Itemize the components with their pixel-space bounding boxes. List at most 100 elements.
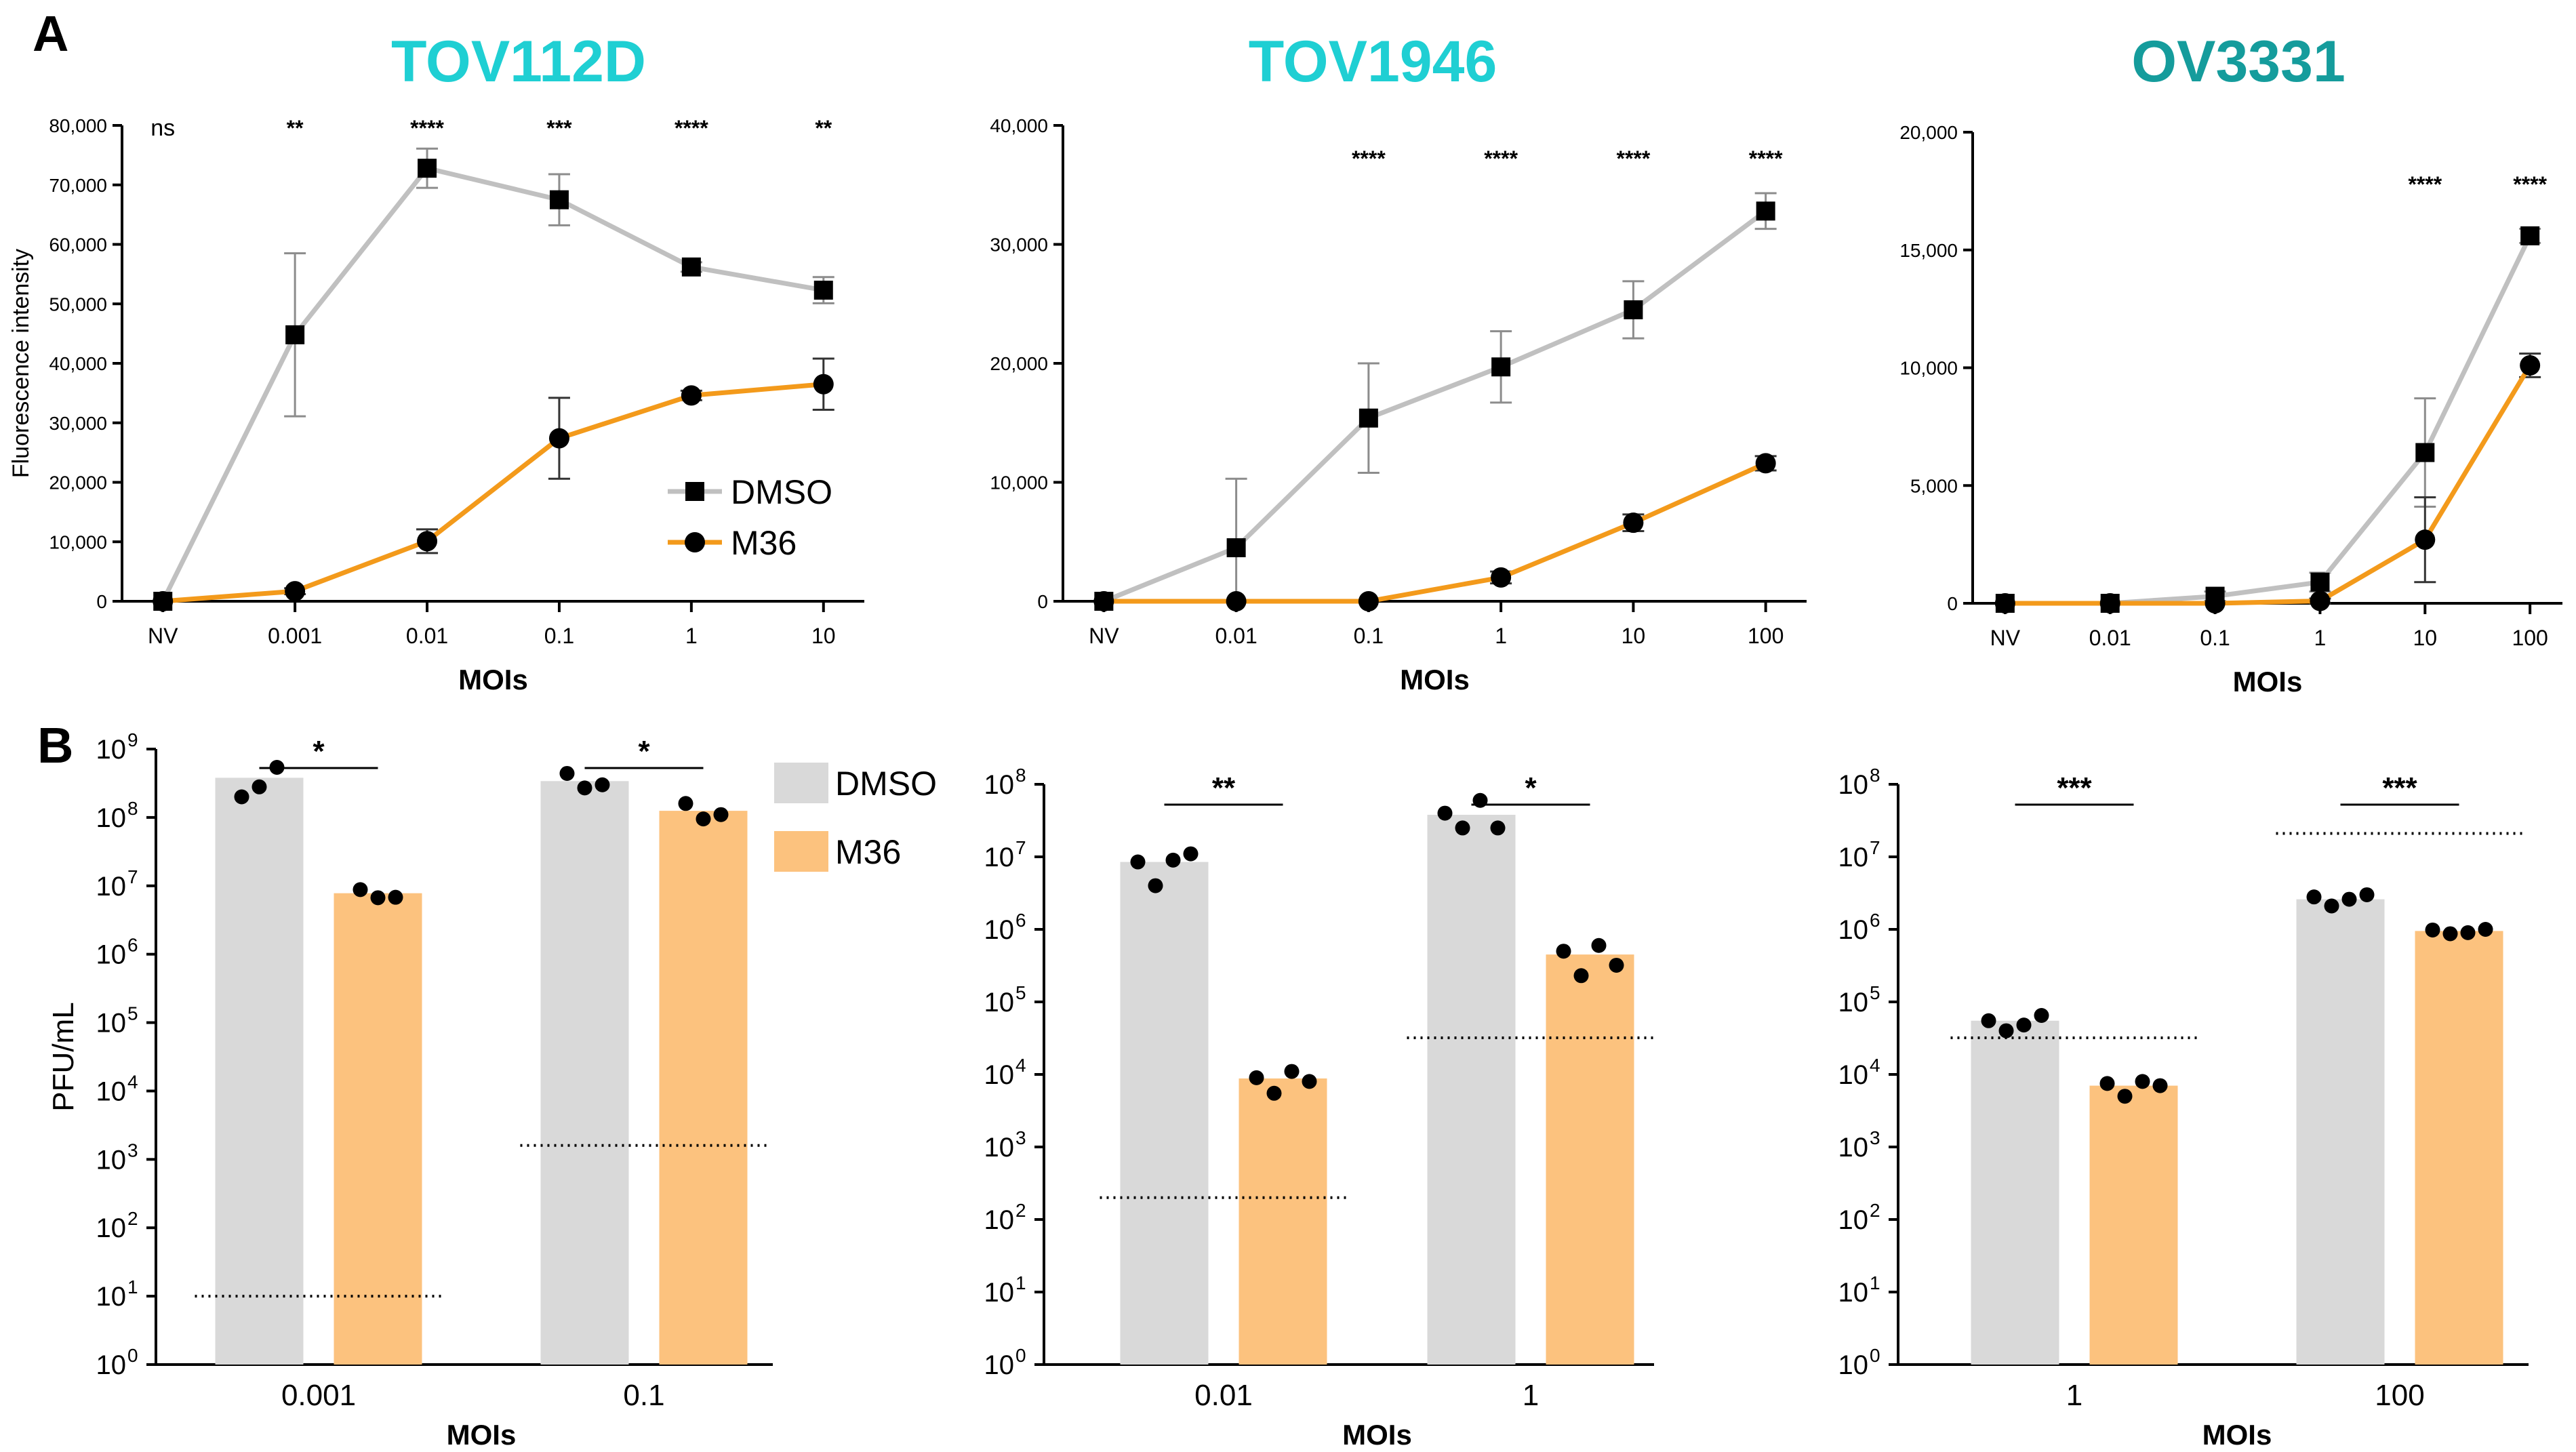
series-line-m36 [2005, 364, 2533, 606]
chart-title: TOV1946 [1249, 29, 1497, 94]
data-point-circle [417, 531, 438, 552]
bar-dmso [540, 781, 629, 1365]
significance-label: **** [1616, 146, 1650, 171]
data-point-circle [2520, 355, 2541, 376]
y-tick-exponent: 0 [1870, 1345, 1880, 1366]
y-tick-label: 10 [1838, 1205, 1869, 1235]
y-tick-exponent: 4 [1015, 1055, 1026, 1076]
data-point-circle [1358, 591, 1379, 611]
x-tick-label: 0.001 [268, 624, 322, 648]
replicate-point [559, 765, 575, 781]
x-tick-label: 10 [811, 624, 836, 648]
replicate-point [1249, 1070, 1264, 1085]
x-axis-title: MOIs [2202, 1419, 2272, 1449]
y-tick-label: 10 [96, 872, 127, 902]
legend-a-m36-label: M36 [731, 524, 797, 562]
replicate-point [577, 780, 592, 796]
y-tick-exponent: 4 [127, 1071, 138, 1092]
y-tick-exponent: 3 [1870, 1127, 1880, 1148]
y-tick-base: 10 [984, 1350, 1015, 1380]
legend-a-m36-marker [685, 532, 705, 552]
y-tick-base: 10 [1838, 843, 1869, 872]
data-point-circle [681, 385, 702, 406]
data-point-square [1756, 201, 1775, 221]
replicate-point [2425, 922, 2440, 937]
y-tick-label: 20,000 [49, 472, 107, 493]
significance-label: * [1525, 771, 1537, 805]
x-tick-label: 0.001 [281, 1379, 356, 1412]
bar-dmso [1120, 862, 1209, 1365]
y-tick-base: 10 [984, 1278, 1015, 1308]
y-tick-label: 10 [96, 1076, 127, 1106]
data-point-square [1491, 357, 1511, 377]
y-tick-exponent: 6 [1015, 910, 1026, 931]
legend-a-dmso-label: DMSO [731, 473, 832, 511]
legend-a: DMSO M36 [668, 473, 832, 562]
replicate-point [1556, 944, 1571, 959]
data-point-circle [285, 581, 306, 602]
y-tick-label: 0 [1037, 591, 1048, 612]
y-axis-title: PFU/mL [47, 1002, 80, 1111]
y-tick-label: 10,000 [990, 472, 1048, 493]
y-tick-label: 0 [96, 591, 107, 612]
replicate-point [1609, 957, 1624, 973]
y-tick-label: 10 [984, 1205, 1015, 1235]
data-point-circle [1623, 512, 1644, 533]
data-point-circle [1491, 567, 1512, 588]
chart-title: OV3331 [2131, 29, 2346, 94]
significance-label: *** [2057, 771, 2092, 805]
y-tick-base: 10 [96, 1076, 127, 1106]
legend-b-m36-label: M36 [835, 833, 901, 871]
y-tick-base: 10 [1838, 1133, 1869, 1163]
x-tick-label: 0.01 [1194, 1379, 1253, 1412]
y-tick-label: 10 [984, 1133, 1015, 1163]
significance-label: **** [2513, 172, 2547, 197]
replicate-point [2099, 1076, 2115, 1091]
y-tick-label: 10 [1838, 1133, 1869, 1163]
significance-label: * [313, 735, 325, 768]
y-tick-exponent: 7 [1015, 837, 1026, 858]
data-point-square [2310, 572, 2330, 592]
y-tick-base: 10 [984, 1133, 1015, 1163]
y-tick-label: 40,000 [49, 353, 107, 374]
data-point-circle [1994, 593, 2015, 613]
y-tick-exponent: 1 [127, 1276, 138, 1297]
y-tick-base: 10 [1838, 1350, 1869, 1380]
series-m36 [1093, 453, 1777, 611]
legend-a-dmso-marker [685, 482, 704, 501]
y-tick-exponent: 8 [127, 798, 138, 819]
significance-label: **** [675, 116, 708, 140]
replicate-point [2016, 1017, 2032, 1033]
y-tick-base: 10 [1838, 1205, 1869, 1235]
data-point-circle [2099, 593, 2120, 613]
x-tick-label: NV [1089, 624, 1119, 648]
y-tick-exponent: 8 [1015, 765, 1026, 786]
y-tick-base: 10 [984, 1060, 1015, 1090]
y-tick-base: 10 [96, 872, 127, 902]
data-point-square [285, 325, 305, 344]
y-tick-exponent: 8 [1870, 765, 1880, 786]
y-tick-label: 10 [1838, 988, 1869, 1017]
replicate-point [595, 777, 610, 792]
series-dmso [1995, 226, 2541, 613]
significance-label: * [638, 735, 650, 768]
y-tick-label: 5,000 [1910, 475, 1958, 496]
y-tick-base: 10 [984, 915, 1015, 945]
data-point-square [813, 281, 833, 300]
series-line-dmso [2005, 235, 2533, 606]
y-tick-exponent: 4 [1870, 1055, 1880, 1076]
y-tick-exponent: 6 [127, 935, 138, 956]
replicate-point [2324, 898, 2339, 914]
y-tick-base: 10 [96, 940, 127, 970]
data-point-square [1359, 408, 1378, 428]
replicate-point [1148, 878, 1163, 893]
line-chart-2: TOV1946 0 10,000 20,000 30,000 40,000 NV 0.01 0.… [990, 29, 1807, 695]
x-tick-label: 1 [2066, 1379, 2082, 1412]
bar-m36 [1546, 954, 1634, 1365]
y-tick-exponent: 7 [1870, 837, 1880, 858]
replicate-point [234, 789, 249, 805]
y-tick-exponent: 2 [127, 1208, 138, 1229]
y-tick-label: 10,000 [49, 531, 107, 552]
replicate-point [1981, 1013, 1996, 1028]
